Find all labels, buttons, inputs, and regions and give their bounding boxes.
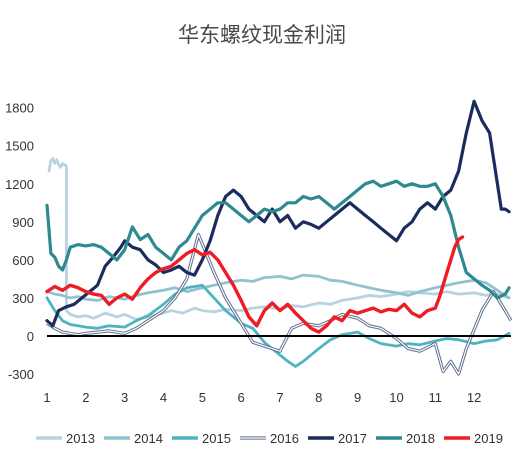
- x-tick-label: 6: [238, 390, 245, 405]
- x-tick-label: 10: [389, 390, 403, 405]
- y-tick-label: 600: [12, 253, 34, 268]
- series-2017-line: [45, 99, 511, 328]
- legend-item-2014: 2014: [104, 431, 163, 446]
- legend-item-2013-label: 2013: [66, 431, 95, 446]
- legend-item-2018: 2018: [376, 431, 435, 446]
- y-axis-tick-labels: -300 0 300 600 900 1200 1500 1800: [5, 101, 34, 382]
- y-tick-label: 0: [27, 329, 34, 344]
- x-tick-label: 7: [276, 390, 283, 405]
- legend-item-2019: 2019: [444, 431, 503, 446]
- y-tick-label: 1800: [5, 101, 34, 116]
- x-tick-label: 3: [121, 390, 128, 405]
- x-tick-label: 2: [82, 390, 89, 405]
- x-tick-label: 1: [43, 390, 50, 405]
- x-tick-label: 12: [467, 390, 481, 405]
- series-2019-line: [45, 235, 465, 334]
- y-tick-label: 900: [12, 215, 34, 230]
- y-tick-label: 1200: [5, 177, 34, 192]
- x-axis-tick-labels: 1 2 3 4 5 6 7 8 9 10 11 12: [43, 390, 481, 405]
- y-tick-label: 300: [12, 291, 34, 306]
- legend-item-2017-label: 2017: [338, 431, 367, 446]
- series-2018-line: [45, 179, 511, 300]
- legend-item-2019-label: 2019: [474, 431, 503, 446]
- chart-title: 华东螺纹现金利润: [178, 23, 346, 47]
- y-tick-label: 1500: [5, 139, 34, 154]
- x-tick-label: 9: [354, 390, 361, 405]
- x-tick-label: 8: [315, 390, 322, 405]
- x-tick-label: 4: [160, 390, 167, 405]
- series-layer: [45, 99, 513, 376]
- legend-item-2016-label: 2016: [270, 431, 299, 446]
- legend: 2013 2014 2015 2016 2017 2018 2019: [36, 431, 503, 446]
- y-tick-label: -300: [8, 367, 34, 382]
- legend-item-2015: 2015: [172, 431, 231, 446]
- legend-item-2016: 2016: [240, 431, 299, 446]
- legend-item-2014-label: 2014: [134, 431, 163, 446]
- legend-item-2013: 2013: [36, 431, 95, 446]
- legend-item-2015-label: 2015: [202, 431, 231, 446]
- legend-item-2018-label: 2018: [406, 431, 435, 446]
- series-2014-line: [45, 273, 511, 302]
- series-2013-line: [47, 156, 511, 321]
- series-2016-line-inner: [46, 233, 512, 375]
- x-tick-label: 11: [429, 390, 443, 405]
- legend-item-2017: 2017: [308, 431, 367, 446]
- x-tick-label: 5: [199, 390, 206, 405]
